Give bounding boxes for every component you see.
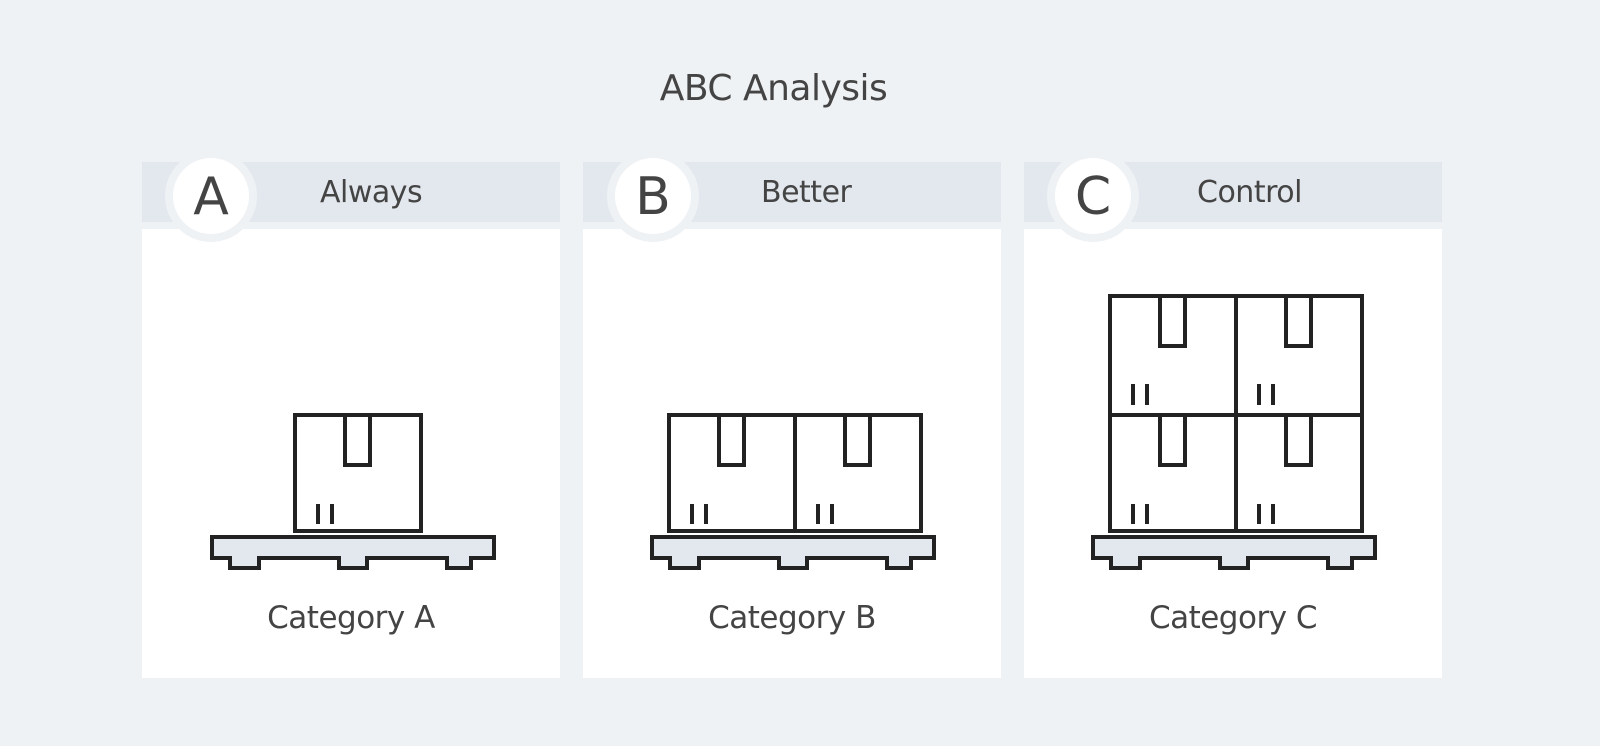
category-label-b: Category B [708,600,876,636]
badge-ring: A [165,150,257,242]
pallet-one-box-icon [210,413,496,570]
pallet-icon [650,535,936,570]
pallet-icon [210,535,496,570]
letter-badge-a: A [173,158,249,234]
box-icon [667,413,797,533]
pallet-two-boxes-icon [650,413,936,570]
category-card-c: C Control [1024,150,1442,678]
box-icon [793,413,923,533]
header-label-control: Control [1197,175,1302,210]
letter-badge-c: C [1055,158,1131,234]
badge-ring: C [1047,150,1139,242]
badge-ring: B [607,150,699,242]
box-icon [1108,294,1238,417]
page-title: ABC Analysis [659,68,888,109]
category-card-b: B Better Category B [583,150,1001,678]
category-label-c: Category C [1148,600,1318,636]
letter-badge-b: B [615,158,691,234]
category-card-a: A Always Category A [142,150,560,678]
box-icon [1108,413,1238,533]
box-icon [1234,413,1364,533]
pallet-four-boxes-icon [1091,294,1377,570]
header-label-always: Always [320,175,423,210]
pallet-icon [1091,535,1377,570]
box-icon [293,413,423,533]
category-label-a: Category A [267,600,435,636]
header-label-better: Better [761,175,852,210]
box-icon [1234,294,1364,417]
